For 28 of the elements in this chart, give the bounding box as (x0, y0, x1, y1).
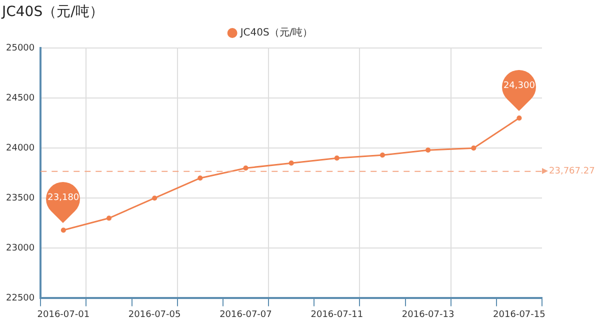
x-tick-label: 2016-07-01 (37, 310, 90, 320)
point (243, 166, 248, 171)
y-tick-label: 24000 (6, 143, 35, 154)
point (60, 228, 66, 233)
ref-line-label: 23,767.27 (549, 166, 595, 177)
x-tick-label: 2016-07-13 (402, 310, 454, 320)
point (471, 146, 476, 151)
point (198, 176, 203, 181)
legend-label: JC40S（元/吨） (239, 26, 313, 39)
y-tick-label: 23500 (6, 193, 35, 204)
annotation: 23,180 (46, 193, 80, 204)
y-tick-label: 22500 (6, 294, 35, 304)
chart-title: JC40S（元/吨） (2, 3, 104, 21)
point (380, 152, 386, 158)
annotation: 24,300 (502, 81, 536, 92)
point (516, 116, 522, 121)
x-tick-label: 2016-07-05 (128, 310, 181, 320)
point (334, 156, 340, 161)
point (152, 196, 158, 201)
x-tick-label: 2016-07-15 (493, 310, 546, 320)
point (106, 216, 112, 221)
x-tick-label: 2016-07-11 (310, 310, 364, 320)
x-tick-label: 2016-07-07 (220, 310, 272, 320)
y-tick-label: 23000 (6, 244, 35, 254)
point (426, 148, 431, 153)
y-tick-label: 24500 (6, 93, 35, 104)
y-tick-label: 25000 (6, 43, 35, 54)
point (288, 160, 294, 166)
